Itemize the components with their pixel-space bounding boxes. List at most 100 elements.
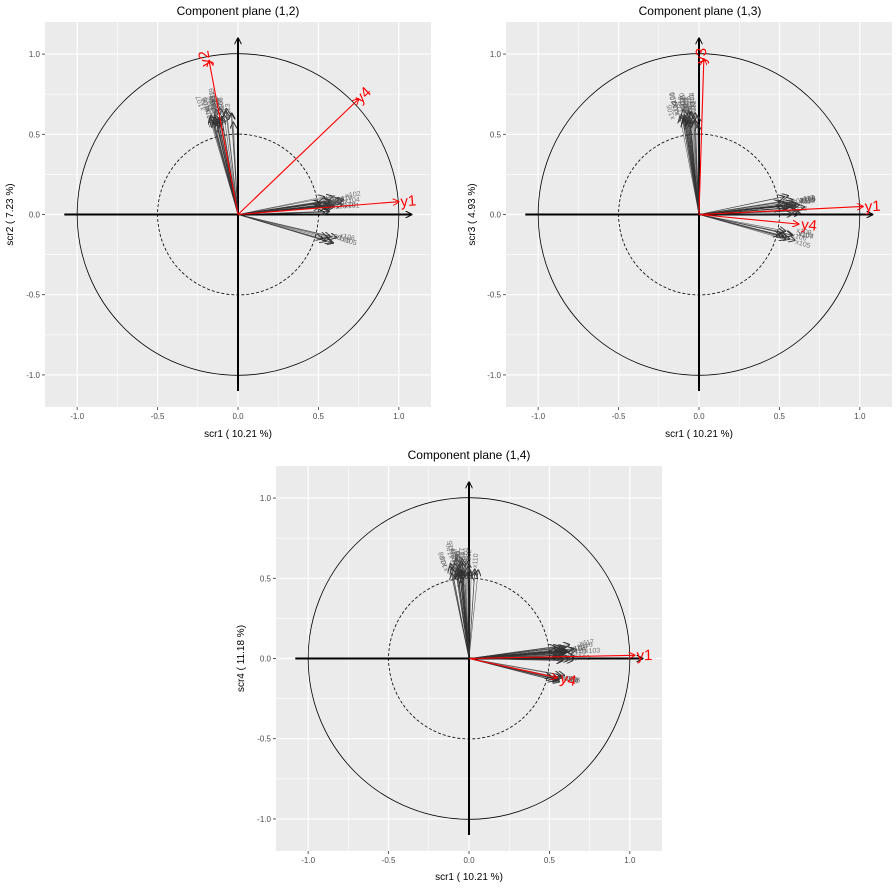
- variable-label: x112: [691, 100, 698, 115]
- variable-vector: [226, 111, 239, 215]
- y-tick-label: 0.5: [490, 130, 502, 139]
- variable-label: x103: [684, 97, 692, 113]
- x-tick-label: 0.5: [544, 856, 556, 865]
- variable-vector: [237, 214, 331, 243]
- y-tick-label: 1.0: [490, 50, 502, 59]
- variable-label: x118: [321, 195, 337, 204]
- variable-label: x107: [679, 96, 688, 112]
- target-label-y1: y1: [636, 647, 652, 664]
- variable-label: x109: [326, 232, 343, 243]
- x-tick-label: 0.5: [313, 412, 325, 421]
- variable-label: x105: [563, 675, 579, 685]
- variable-label: x110: [472, 553, 480, 568]
- target-vector-y3: [698, 59, 704, 215]
- variable-label: x106: [201, 96, 212, 113]
- variable-label: x114: [671, 101, 681, 117]
- variable-label: x114: [210, 106, 220, 122]
- variable-vector: [687, 123, 700, 215]
- variable-label: x117: [579, 639, 594, 648]
- variable-vector: [469, 575, 471, 659]
- variable-label: x103: [800, 195, 816, 204]
- y-tick-label: -0.5: [26, 291, 40, 300]
- variable-vector: [459, 571, 470, 659]
- x-tick-label: -1.0: [301, 856, 315, 865]
- variable-vector: [698, 214, 780, 236]
- variable-vector: [698, 125, 699, 215]
- chart-panel-1: x101x102x103x104x105x106x107x108x109x110…: [5, 4, 431, 440]
- x-axis-label: scr1 ( 10.21 %): [204, 429, 272, 440]
- variable-vector: [468, 647, 555, 659]
- target-label-y1: y1: [400, 192, 417, 210]
- variable-label: x110: [571, 649, 586, 657]
- variable-label: x104: [204, 105, 215, 122]
- variable-label: x119: [800, 197, 815, 206]
- x-tick-label: 1.0: [624, 856, 636, 865]
- variable-label: x107: [797, 231, 813, 241]
- target-vector-y4: [698, 213, 799, 225]
- variable-label: x107: [459, 547, 467, 563]
- variable-label: x106: [564, 675, 580, 685]
- variable-label: x118: [204, 107, 215, 123]
- y-tick-label: -1.0: [487, 371, 501, 380]
- variable-label: x104: [689, 92, 697, 108]
- variable-label: x102: [683, 102, 691, 118]
- variable-label: x110: [679, 92, 688, 108]
- variable-label: x104: [344, 197, 360, 206]
- variable-vector: [468, 658, 559, 682]
- variable-label: x102: [575, 655, 590, 662]
- variable-label: x109: [683, 105, 691, 121]
- x-tick-label: -1.0: [70, 412, 84, 421]
- variable-label: x119: [337, 195, 353, 204]
- variable-label: x108: [690, 101, 698, 117]
- y-tick-label: -0.5: [257, 735, 271, 744]
- variable-vector: [237, 214, 327, 238]
- variable-vector: [224, 115, 239, 215]
- chart-title: Component plane (1,3): [639, 4, 762, 18]
- variable-label: x117: [325, 198, 340, 207]
- variable-label: x120: [798, 197, 814, 206]
- variable-label: x112: [451, 554, 460, 570]
- variable-vector: [689, 112, 700, 215]
- variable-label: x119: [683, 98, 691, 113]
- variable-vectors: x101x102x103x104x105x106x107x108x109x110…: [195, 87, 361, 247]
- variable-label: x116: [686, 106, 694, 121]
- target-vector-y4: [468, 657, 557, 678]
- variable-label: x112: [330, 196, 346, 205]
- variable-label: x113: [225, 103, 233, 118]
- variable-label: x105: [795, 239, 812, 250]
- variable-label: x119: [454, 554, 462, 569]
- y-tick-label: 0.5: [29, 130, 41, 139]
- target-vector-y1: [468, 655, 635, 660]
- variable-label: x103: [322, 200, 338, 208]
- variable-label: x102: [466, 549, 473, 564]
- x-tick-label: 0.0: [463, 856, 475, 865]
- y-axis-label: scr3 ( 4.93 %): [467, 183, 478, 245]
- variable-label: x116: [578, 642, 593, 650]
- variable-vector: [237, 201, 343, 215]
- target-label-y4: y4: [800, 216, 817, 234]
- variable-label: x113: [456, 555, 464, 570]
- variable-vector: [698, 214, 784, 233]
- variable-label: x110: [210, 100, 220, 116]
- variable-label: x101: [669, 91, 679, 107]
- variable-vector: [698, 213, 800, 214]
- variable-label: x110: [800, 198, 815, 206]
- variable-label: x108: [438, 551, 448, 568]
- variable-vector: [698, 214, 785, 240]
- variable-label: x120: [446, 543, 455, 559]
- variable-label: x120: [669, 91, 679, 107]
- variable-vector: [698, 206, 791, 215]
- variable-vector: [468, 652, 566, 659]
- variable-label: x115: [782, 200, 797, 208]
- chart-title: Component plane (1,4): [408, 448, 531, 462]
- variable-label: x114: [450, 549, 459, 565]
- variable-label: x109: [561, 674, 577, 684]
- variable-label: x105: [216, 99, 225, 115]
- variable-vector: [680, 117, 700, 215]
- variable-label: x120: [217, 98, 226, 114]
- x-axis-label: scr1 ( 10.21 %): [665, 429, 733, 440]
- variable-vector: [468, 572, 475, 659]
- target-vector-y4: [237, 99, 359, 215]
- target-vector-y2: [209, 61, 239, 215]
